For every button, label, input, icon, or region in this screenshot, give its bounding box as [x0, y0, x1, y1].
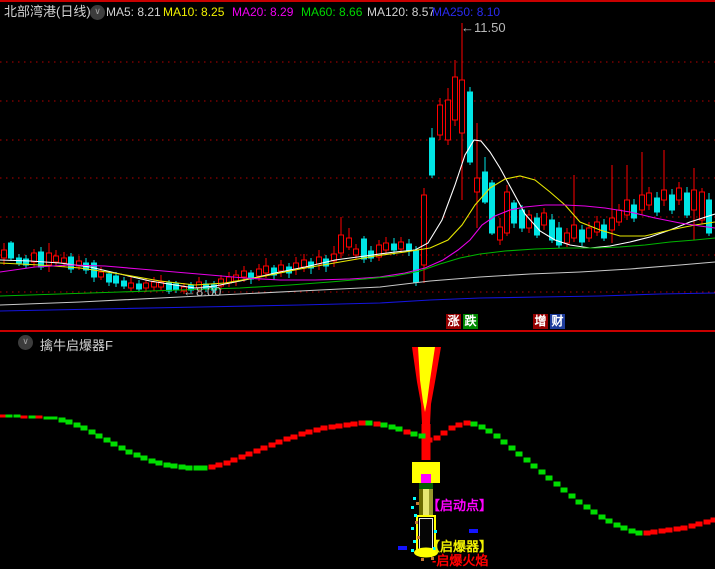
badge-die[interactable]: 跌: [463, 314, 478, 329]
ma10-value-label: MA10: 8.25: [163, 5, 225, 19]
candles: [1, 23, 712, 294]
ma5-value-label: MA5: 8.21: [106, 5, 161, 19]
badge-zeng[interactable]: 增: [533, 314, 548, 329]
subpanel-chevron-down-icon[interactable]: ∨: [18, 335, 33, 350]
ignition-flame-icon: [412, 347, 441, 460]
ma-line-ma120: [0, 261, 715, 306]
ma250-value-label: MA250: 8.10: [432, 5, 501, 19]
ma60-value-label: MA60: 8.66: [301, 5, 363, 19]
peak-price-annotation: ←11.50: [461, 20, 506, 35]
firecracker-icon: [398, 462, 478, 561]
label-qibaoqi: 【启爆器】: [427, 539, 493, 554]
label-qibaohuoyan: -启爆火焰: [432, 553, 489, 568]
blue-dash-marker: [469, 529, 478, 533]
indicator-wave: [0, 414, 715, 536]
ma-line-ma60: [0, 237, 715, 297]
ma20-value-label: MA20: 8.29: [232, 5, 294, 19]
ma-line-ma10: [0, 175, 715, 286]
chevron-down-icon[interactable]: ∨: [90, 5, 105, 20]
subpanel-title: 擒牛启爆器F: [40, 338, 113, 353]
top-border-line: [0, 0, 715, 2]
badge-cai[interactable]: 财: [550, 314, 565, 329]
blue-dash-marker: [398, 546, 407, 550]
badge-zhang[interactable]: 涨: [446, 314, 461, 329]
panel-separator-line: [0, 330, 715, 332]
ma-line-ma20: [0, 204, 715, 281]
ma-line-ma250: [0, 292, 715, 312]
label-qidongdian: 【启动点】: [427, 498, 493, 513]
symbol-title: 北部湾港(日线): [4, 4, 91, 19]
ma120-value-label: MA120: 8.57: [367, 5, 436, 19]
trough-price-annotation: ←8.00: [183, 284, 222, 299]
